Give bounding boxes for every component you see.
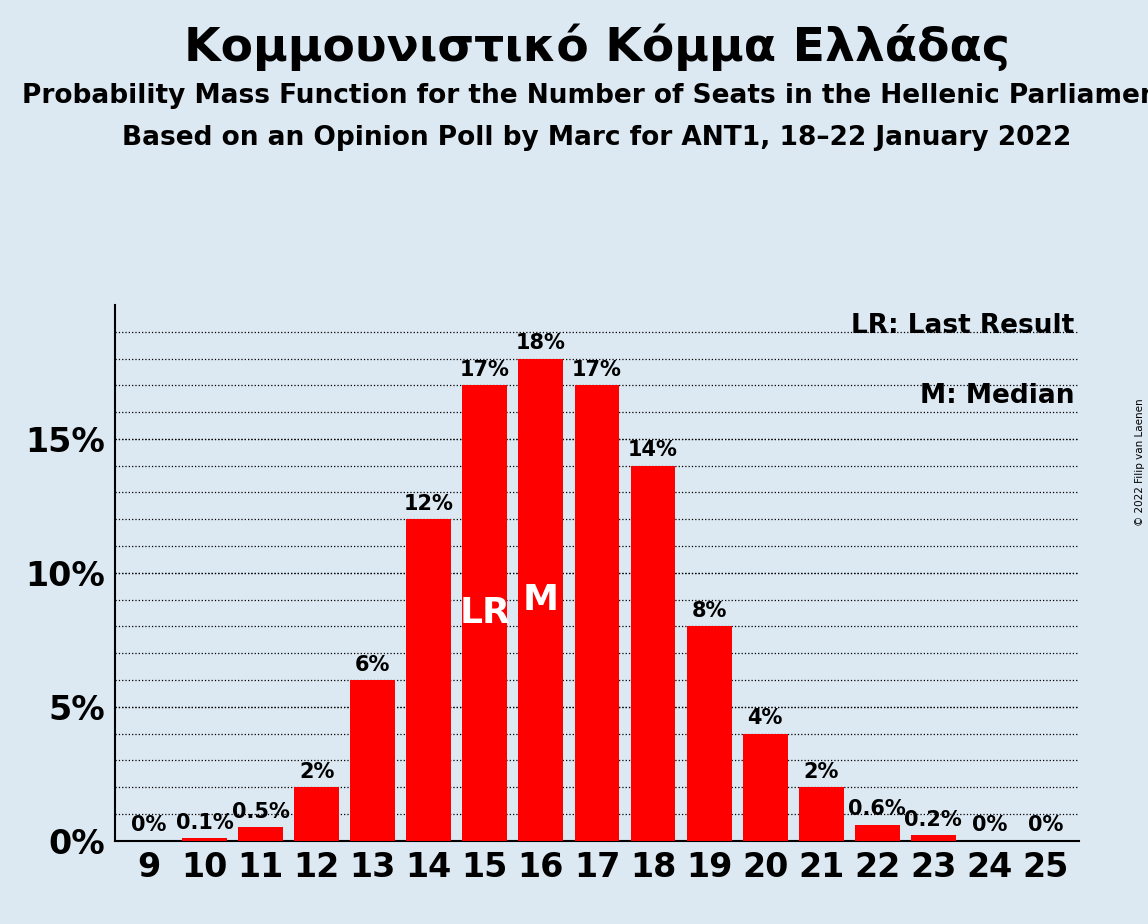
Text: 12%: 12% xyxy=(404,494,453,514)
Text: LR: LR xyxy=(459,596,510,630)
Text: Based on an Opinion Poll by Marc for ANT1, 18–22 January 2022: Based on an Opinion Poll by Marc for ANT… xyxy=(123,125,1071,151)
Text: 17%: 17% xyxy=(460,360,510,380)
Text: M: M xyxy=(522,583,559,616)
Bar xyxy=(574,385,620,841)
Bar xyxy=(743,734,788,841)
Bar xyxy=(238,828,284,841)
Text: 8%: 8% xyxy=(691,602,727,621)
Bar xyxy=(406,519,451,841)
Text: 0.6%: 0.6% xyxy=(848,799,906,820)
Bar xyxy=(294,787,339,841)
Text: M: Median: M: Median xyxy=(920,383,1075,408)
Text: 0%: 0% xyxy=(131,816,166,835)
Bar xyxy=(910,835,956,841)
Text: 18%: 18% xyxy=(515,334,566,353)
Text: 0.2%: 0.2% xyxy=(905,810,962,830)
Text: 0%: 0% xyxy=(1027,816,1063,835)
Text: 4%: 4% xyxy=(747,709,783,728)
Bar xyxy=(183,838,227,841)
Bar xyxy=(350,680,395,841)
Text: 14%: 14% xyxy=(628,441,678,460)
Bar xyxy=(687,626,731,841)
Text: 0.5%: 0.5% xyxy=(232,802,289,822)
Text: 17%: 17% xyxy=(572,360,622,380)
Text: 0.1%: 0.1% xyxy=(176,813,233,833)
Text: © 2022 Filip van Laenen: © 2022 Filip van Laenen xyxy=(1135,398,1145,526)
Text: LR: Last Result: LR: Last Result xyxy=(851,313,1075,339)
Bar xyxy=(630,466,675,841)
Text: 6%: 6% xyxy=(355,655,390,675)
Text: 0%: 0% xyxy=(971,816,1007,835)
Text: Probability Mass Function for the Number of Seats in the Hellenic Parliament: Probability Mass Function for the Number… xyxy=(22,83,1148,109)
Bar xyxy=(855,825,900,841)
Bar xyxy=(799,787,844,841)
Bar xyxy=(519,359,564,841)
Text: Κομμουνιστικό Κόμμα Ελλάδας: Κομμουνιστικό Κόμμα Ελλάδας xyxy=(184,23,1010,70)
Bar xyxy=(463,385,507,841)
Text: 2%: 2% xyxy=(804,762,839,782)
Text: 2%: 2% xyxy=(298,762,334,782)
